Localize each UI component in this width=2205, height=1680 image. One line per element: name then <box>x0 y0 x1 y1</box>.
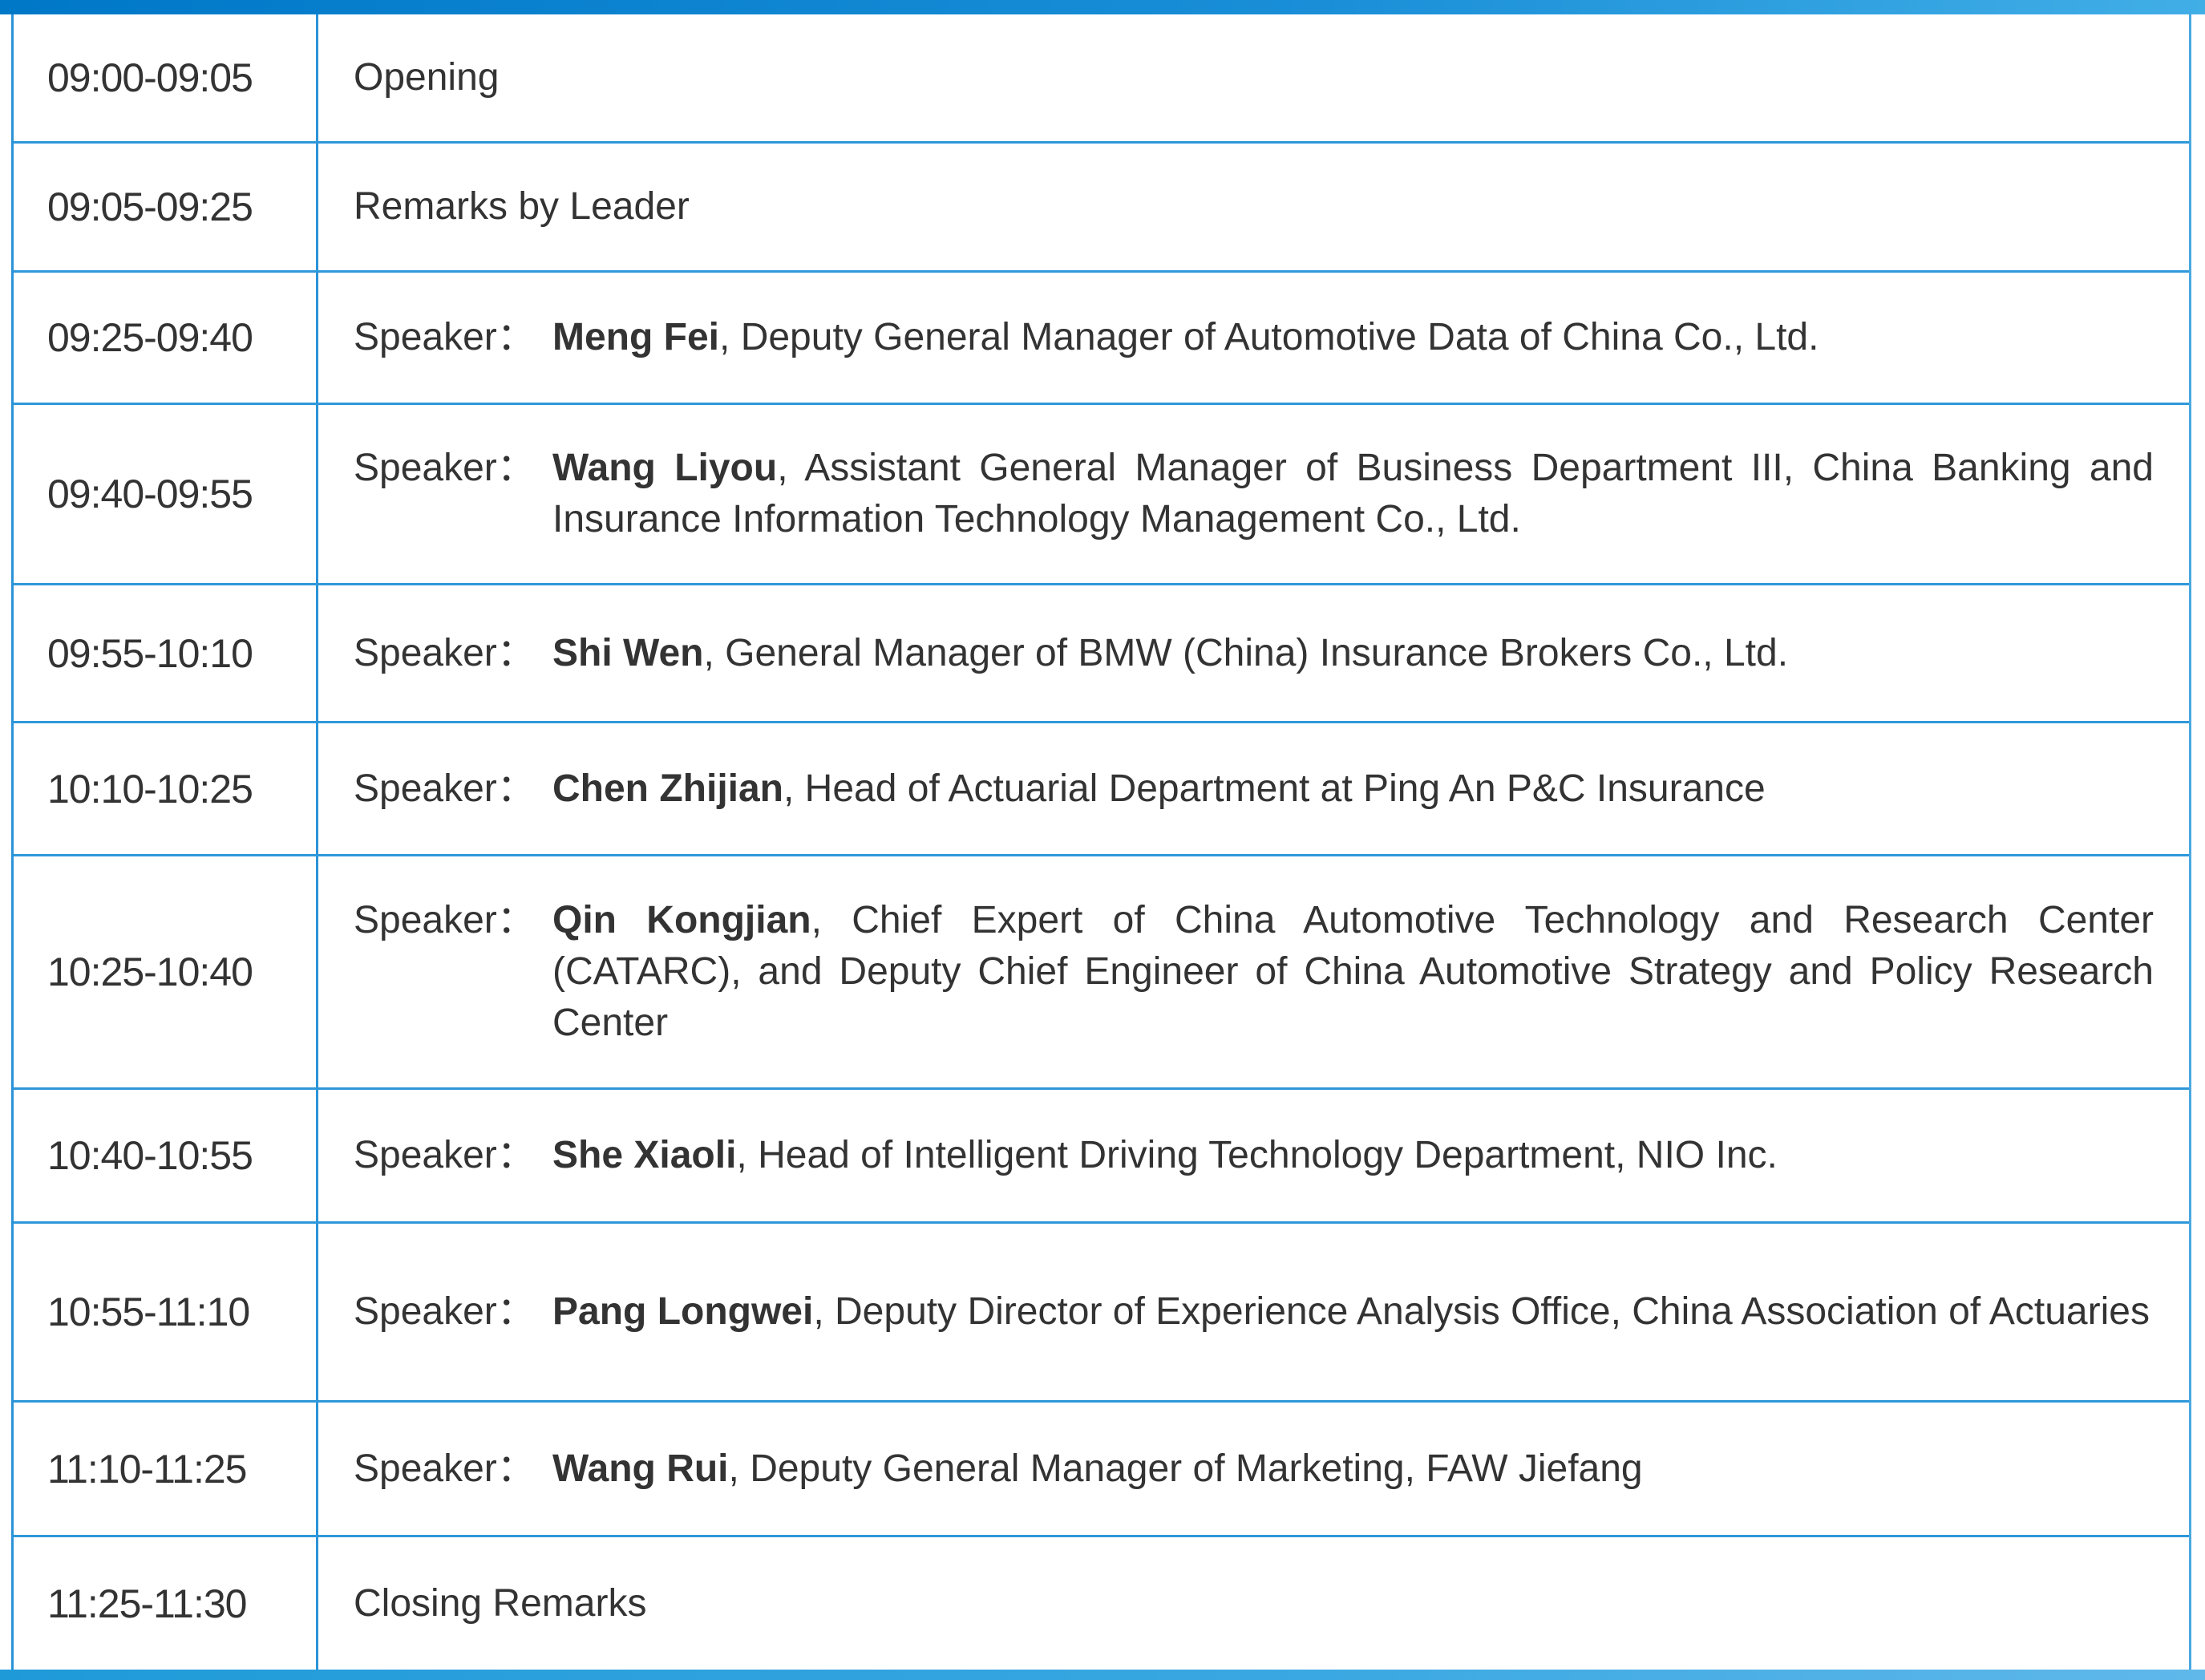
speaker-info: Chen Zhijian, Head of Actuarial Departme… <box>552 763 2154 815</box>
time-slot: 09:00-09:05 <box>14 14 318 141</box>
agenda-row: 09:00-09:05 Opening <box>14 14 2189 144</box>
time-slot: 11:10-11:25 <box>14 1403 318 1535</box>
time-slot: 10:25-10:40 <box>14 856 318 1087</box>
top-bar <box>0 0 2205 14</box>
speaker-detail: , Assistant General Manager of Business … <box>552 447 2154 540</box>
session-cell: Speaker： Wang Rui, Deputy General Manager… <box>318 1403 2189 1535</box>
speaker-detail: , Chief Expert of China Automotive Techn… <box>552 899 2154 1044</box>
agenda-row: 09:55-10:10 Speaker： Shi Wen, General Mana… <box>14 585 2189 723</box>
speaker-label: Speaker： <box>354 316 536 358</box>
speaker-label: Speaker： <box>354 447 536 489</box>
agenda-row: 10:25-10:40 Speaker： Qin Kongjian, Chief E… <box>14 856 2189 1090</box>
speaker-label: Speaker： <box>354 631 536 674</box>
agenda-row: 09:25-09:40 Speaker： Meng Fei, Deputy Gene… <box>14 273 2189 405</box>
session-cell: Speaker： She Xiaoli, Head of Intelligent … <box>318 1090 2189 1221</box>
time-slot: 09:05-09:25 <box>14 144 318 270</box>
time-slot: 11:25-11:30 <box>14 1537 318 1670</box>
speaker-detail: , Head of Intelligent Driving Technology… <box>736 1134 1778 1176</box>
session-cell: Speaker： Shi Wen, General Manager of BMW … <box>318 585 2189 721</box>
speaker-label: Speaker： <box>354 767 536 810</box>
session-cell: Closing Remarks <box>318 1537 2189 1670</box>
speaker-name: Meng Fei <box>552 316 720 358</box>
session-cell: Speaker： Chen Zhijian, Head of Actuarial … <box>318 723 2189 854</box>
speaker-detail: , Head of Actuarial Department at Ping A… <box>783 767 1766 810</box>
speaker-name: Pang Longwei <box>552 1290 814 1333</box>
agenda-row: 10:10-10:25 Speaker： Chen Zhijian, Head of… <box>14 723 2189 856</box>
speaker-name: Shi Wen <box>552 631 704 674</box>
speaker-label: Speaker： <box>354 899 536 941</box>
bottom-bar <box>0 1670 2205 1680</box>
session-title: Closing Remarks <box>354 1581 647 1625</box>
agenda-row: 11:10-11:25 Speaker： Wang Rui, Deputy Gene… <box>14 1403 2189 1537</box>
speaker-name: Chen Zhijian <box>552 767 783 810</box>
agenda-table: 09:00-09:05 Opening 09:05-09:25 Remarks by … <box>11 14 2191 1670</box>
speaker-info: She Xiaoli, Head of Intelligent Driving … <box>552 1130 2154 1181</box>
session-cell: Speaker： Wang Liyou, Assistant General Ma… <box>318 405 2189 583</box>
time-slot: 09:40-09:55 <box>14 405 318 583</box>
speaker-name: Wang Liyou <box>552 447 778 489</box>
time-slot: 10:10-10:25 <box>14 723 318 854</box>
session-cell: Speaker： Pang Longwei, Deputy Director of… <box>318 1224 2189 1400</box>
time-slot: 10:55-11:10 <box>14 1224 318 1400</box>
speaker-info: Meng Fei, Deputy General Manager of Auto… <box>552 312 2154 363</box>
speaker-detail: , Deputy Director of Experience Analysis… <box>813 1290 2150 1333</box>
speaker-detail: , Deputy General Manager of Automotive D… <box>719 316 1819 358</box>
speaker-info: Wang Liyou, Assistant General Manager of… <box>552 443 2154 545</box>
speaker-name: Wang Rui <box>552 1447 729 1490</box>
speaker-label: Speaker： <box>354 1447 536 1490</box>
session-title: Remarks by Leader <box>354 185 690 228</box>
session-cell: Speaker： Qin Kongjian, Chief Expert of Ch… <box>318 856 2189 1087</box>
speaker-detail: , Deputy General Manager of Marketing, F… <box>728 1447 1643 1490</box>
session-cell: Remarks by Leader <box>318 144 2189 270</box>
agenda-row: 11:25-11:30 Closing Remarks <box>14 1537 2189 1670</box>
agenda-row: 10:40-10:55 Speaker： She Xiaoli, Head of I… <box>14 1090 2189 1224</box>
speaker-name: Qin Kongjian <box>552 899 811 941</box>
session-cell: Speaker： Meng Fei, Deputy General Manager… <box>318 273 2189 403</box>
agenda-row: 10:55-11:10 Speaker： Pang Longwei, Deputy … <box>14 1224 2189 1403</box>
agenda-row: 09:05-09:25 Remarks by Leader <box>14 144 2189 273</box>
time-slot: 09:25-09:40 <box>14 273 318 403</box>
session-cell: Opening <box>318 14 2189 141</box>
time-slot: 10:40-10:55 <box>14 1090 318 1221</box>
speaker-info: Wang Rui, Deputy General Manager of Mark… <box>552 1443 2154 1495</box>
speaker-info: Shi Wen, General Manager of BMW (China) … <box>552 628 2154 679</box>
agenda-row: 09:40-09:55 Speaker： Wang Liyou, Assistant… <box>14 405 2189 585</box>
speaker-info: Qin Kongjian, Chief Expert of China Auto… <box>552 895 2154 1049</box>
speaker-info: Pang Longwei, Deputy Director of Experie… <box>552 1286 2154 1338</box>
speaker-label: Speaker： <box>354 1290 536 1333</box>
time-slot: 09:55-10:10 <box>14 585 318 721</box>
speaker-label: Speaker： <box>354 1134 536 1176</box>
session-title: Opening <box>354 56 500 99</box>
speaker-name: She Xiaoli <box>552 1134 737 1176</box>
speaker-detail: , General Manager of BMW (China) Insuran… <box>703 631 1789 674</box>
